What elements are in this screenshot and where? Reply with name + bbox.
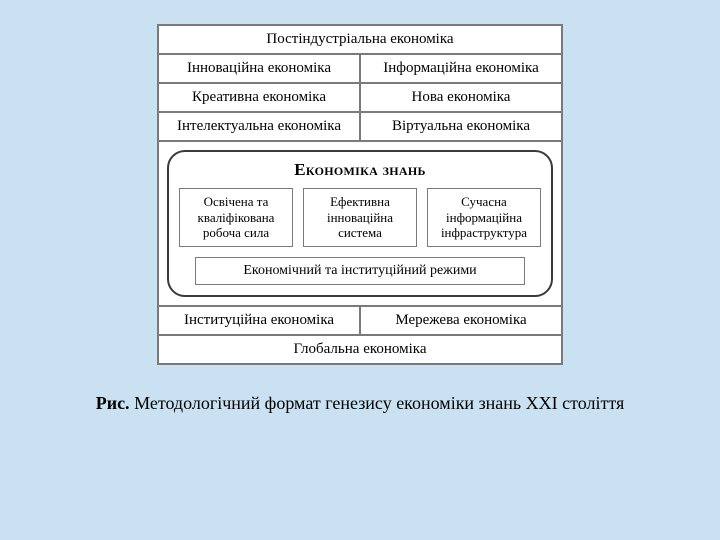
cell-intellectual: Інтелектуальна економіка	[158, 112, 360, 141]
cell-network: Мережева економіка	[360, 306, 562, 335]
row-3: Інтелектуальна економіка Віртуальна екон…	[158, 112, 562, 141]
row-1: Інноваційна економіка Інформаційна еконо…	[158, 54, 562, 83]
core-wrap: Економіка знань Освічена та кваліфікован…	[158, 141, 562, 306]
pillars-row: Освічена та кваліфікована робоча сила Еф…	[179, 188, 541, 247]
figure-caption: Рис. Методологічний формат генезису екон…	[0, 393, 720, 414]
cell-creative: Креативна економіка	[158, 83, 360, 112]
pillar-workforce: Освічена та кваліфікована робоча сила	[179, 188, 293, 247]
cell-virtual: Віртуальна економіка	[360, 112, 562, 141]
pillar-innovation-system: Ефективна інноваційна система	[303, 188, 417, 247]
pillar-infrastructure: Сучасна інформаційна інфраструктура	[427, 188, 541, 247]
cell-global: Глобальна економіка	[158, 335, 562, 364]
cell-innovation: Інноваційна економіка	[158, 54, 360, 83]
row-bottom: Глобальна економіка	[158, 335, 562, 364]
row-4: Інституційна економіка Мережева економік…	[158, 306, 562, 335]
cell-institutional: Інституційна економіка	[158, 306, 360, 335]
core-panel: Економіка знань Освічена та кваліфікован…	[167, 150, 553, 297]
core-title: Економіка знань	[179, 158, 541, 188]
cell-information: Інформаційна економіка	[360, 54, 562, 83]
caption-text: Методологічний формат генезису економіки…	[130, 393, 625, 413]
cell-new: Нова економіка	[360, 83, 562, 112]
caption-lead: Рис.	[96, 393, 130, 413]
row-2: Креативна економіка Нова економіка	[158, 83, 562, 112]
diagram-frame: Постіндустріальна економіка Інноваційна …	[157, 24, 563, 365]
cell-postindustrial: Постіндустріальна економіка	[158, 25, 562, 54]
row-top: Постіндустріальна економіка	[158, 25, 562, 54]
regime-box: Економічний та інституційний режими	[195, 257, 525, 285]
